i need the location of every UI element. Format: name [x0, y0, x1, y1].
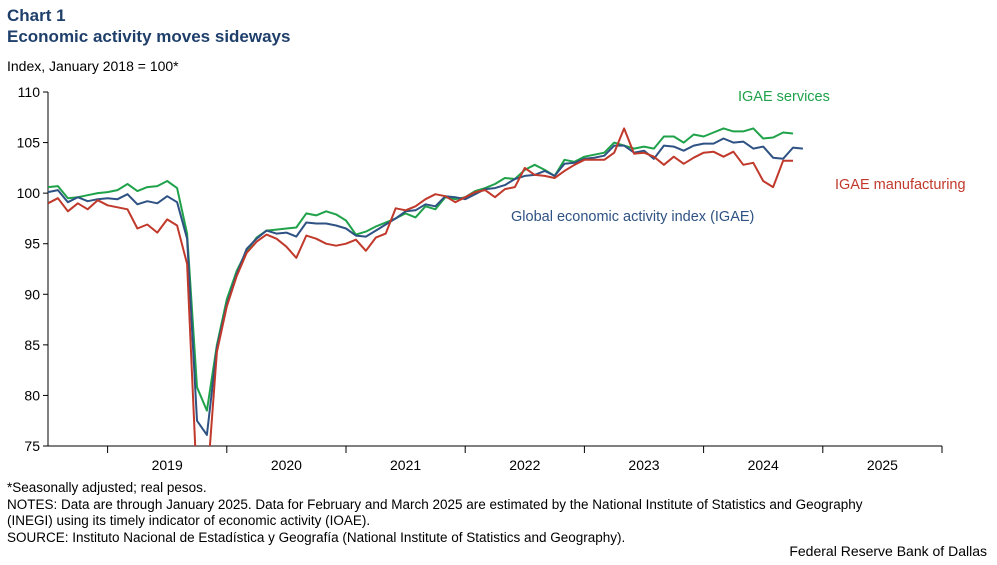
series-label: IGAE manufacturing: [835, 177, 966, 193]
chart-number: Chart 1: [7, 6, 66, 25]
chart-title: Economic activity moves sideways: [7, 27, 291, 46]
chart-notes: *Seasonally adjusted; real pesos. NOTES:…: [7, 480, 987, 546]
y-tick-label: 80: [24, 387, 40, 403]
note-data-through: NOTES: Data are through January 2025. Da…: [7, 496, 863, 512]
y-tick-label: 105: [17, 135, 41, 151]
y-tick-label: 75: [24, 438, 40, 454]
note-source: SOURCE: Instituto Nacional de Estadístic…: [7, 529, 626, 545]
credit-line: Federal Reserve Bank of Dallas: [789, 543, 987, 559]
series-line: [48, 127, 794, 412]
series-line: [48, 127, 793, 446]
series-line: [48, 137, 804, 436]
y-tick-label: 100: [17, 185, 41, 201]
y-tick-label: 110: [18, 84, 41, 100]
x-tick-label: 2024: [748, 457, 779, 473]
y-tick-label: 95: [24, 236, 40, 252]
y-tick-label: 90: [24, 286, 40, 302]
y-axis-units: Index, January 2018 = 100*: [7, 58, 179, 74]
y-tick-label: 85: [24, 337, 40, 353]
note-data-through-continued: (INEGI) using its timely indicator of ec…: [7, 513, 371, 528]
x-tick-label: 2023: [628, 457, 659, 473]
x-tick-label: 2022: [509, 457, 540, 473]
series-label: IGAE services: [738, 89, 830, 105]
x-tick-label: 2025: [867, 457, 898, 473]
note-seasonal: *Seasonally adjusted; real pesos.: [7, 480, 207, 495]
x-tick-label: 2021: [390, 457, 421, 473]
series-label: Global economic activity index (IGAE): [511, 209, 754, 225]
x-tick-label: 2019: [152, 457, 183, 473]
line-chart: 75 80 85 90 95 100 105 110 2019 2020 2021 2022 2023 2…: [17, 84, 966, 473]
x-tick-label: 2020: [271, 457, 302, 473]
